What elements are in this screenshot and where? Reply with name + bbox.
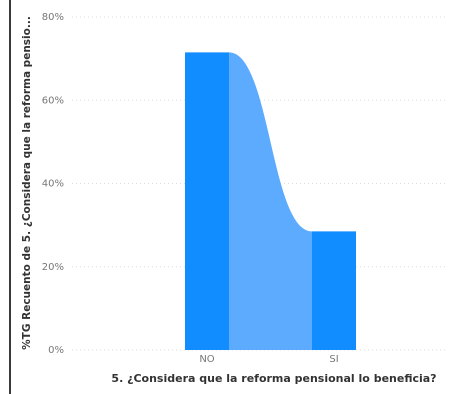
x-axis-title: 5. ¿Considera que la reforma pensional l… [111, 372, 436, 385]
y-axis-title: %TG Recuento de 5. ¿Considera que la ref… [21, 16, 33, 350]
y-axis-ticks: 0% 20% 40% 60% 80% [42, 12, 64, 356]
y-tick-label: 40% [42, 179, 64, 190]
y-tick-label: 60% [42, 95, 64, 106]
x-tick-label: NO [199, 354, 214, 365]
x-axis-ticks: NO SI [199, 354, 338, 365]
bar-no[interactable] [185, 52, 229, 350]
x-tick-label: SI [329, 354, 338, 365]
ribbon-connector [229, 52, 312, 350]
bars [185, 52, 356, 350]
y-tick-label: 20% [42, 262, 64, 273]
left-border [9, 0, 11, 394]
bar-si[interactable] [312, 231, 356, 350]
y-tick-label: 0% [48, 345, 64, 356]
y-tick-label: 80% [42, 12, 64, 23]
